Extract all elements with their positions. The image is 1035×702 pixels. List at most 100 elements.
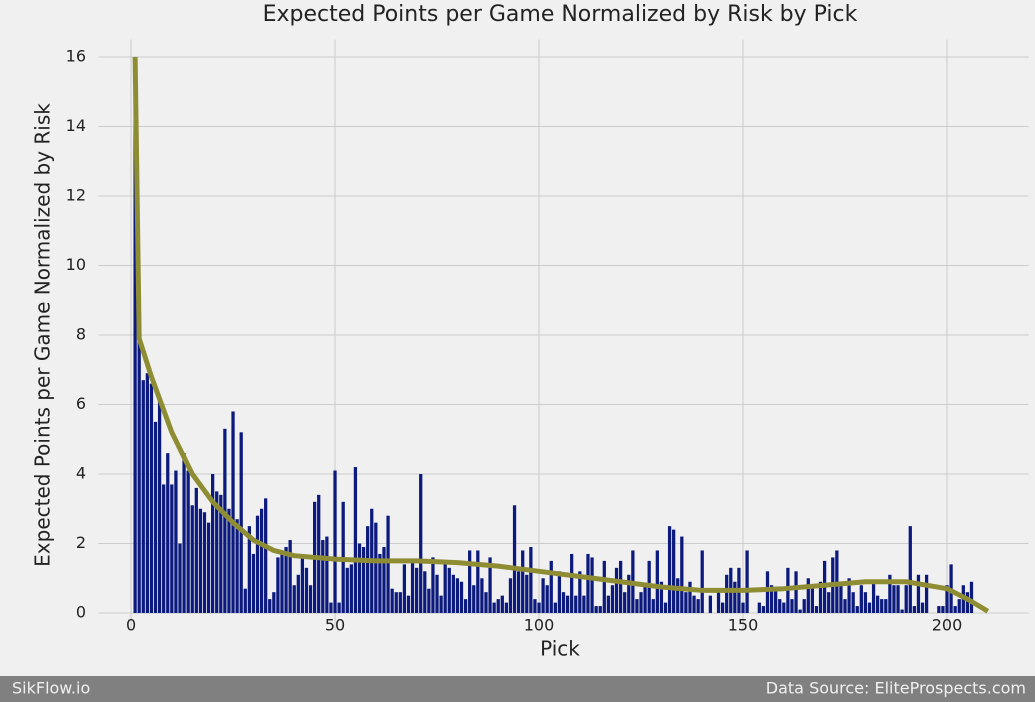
bar xyxy=(827,592,831,614)
bar xyxy=(818,581,823,614)
bar xyxy=(414,567,419,614)
bar xyxy=(149,383,154,614)
bar xyxy=(410,560,415,614)
bar xyxy=(321,540,325,614)
bar xyxy=(896,585,900,614)
bar xyxy=(337,602,341,614)
bar xyxy=(957,599,961,614)
bar xyxy=(725,574,729,614)
bar xyxy=(912,606,916,614)
bar xyxy=(774,588,778,614)
bar xyxy=(851,592,855,614)
bar xyxy=(268,599,272,614)
bar xyxy=(170,484,174,614)
bar xyxy=(349,564,353,614)
bar xyxy=(480,578,484,614)
bar xyxy=(916,574,921,614)
y-tick-label: 10 xyxy=(66,255,86,274)
marks xyxy=(132,56,990,614)
bar xyxy=(427,588,431,614)
footer-bar xyxy=(0,676,1035,702)
bar xyxy=(280,553,284,614)
bar xyxy=(500,595,504,614)
bar xyxy=(153,421,158,614)
bar xyxy=(386,515,390,614)
bar xyxy=(521,550,525,614)
bar xyxy=(892,585,896,614)
bar xyxy=(696,599,700,614)
bar xyxy=(488,557,492,614)
bar xyxy=(374,522,378,614)
bar xyxy=(643,585,647,614)
bar xyxy=(512,505,517,614)
bar xyxy=(529,546,533,614)
bar xyxy=(272,592,276,614)
bar xyxy=(761,606,766,614)
bar xyxy=(231,411,235,614)
bar xyxy=(276,557,280,614)
bar xyxy=(627,574,631,614)
bar xyxy=(382,546,386,614)
bar xyxy=(876,595,880,614)
bar xyxy=(778,599,782,614)
bar xyxy=(402,564,407,614)
bar xyxy=(769,585,774,614)
bar xyxy=(590,557,594,614)
y-tick-label: 2 xyxy=(76,533,86,552)
bar xyxy=(859,585,863,614)
bar xyxy=(439,595,443,614)
bar xyxy=(325,536,329,614)
y-tick-label: 0 xyxy=(76,603,86,622)
bar xyxy=(145,373,149,614)
bar xyxy=(614,567,619,614)
bar xyxy=(610,585,615,614)
bar xyxy=(357,543,362,614)
bar xyxy=(582,595,586,614)
bar xyxy=(908,526,912,614)
bar xyxy=(292,585,296,614)
bar xyxy=(537,602,541,614)
bar xyxy=(345,567,349,614)
bar xyxy=(300,557,305,614)
bar xyxy=(394,592,398,614)
bar xyxy=(765,571,770,614)
bar xyxy=(606,595,611,614)
bar xyxy=(166,453,170,614)
y-tick-label: 6 xyxy=(76,394,86,413)
bar xyxy=(651,599,655,614)
bar xyxy=(133,56,137,614)
bar xyxy=(594,606,598,614)
bar xyxy=(839,581,843,614)
trend-line xyxy=(132,56,990,614)
chart-title: Expected Points per Game Normalized by R… xyxy=(263,2,858,27)
bar xyxy=(561,592,566,614)
bar xyxy=(137,338,141,614)
bar xyxy=(211,474,215,614)
bar xyxy=(239,432,243,614)
bar xyxy=(484,592,488,614)
bar xyxy=(745,550,749,614)
bar xyxy=(243,588,247,614)
bar xyxy=(390,588,394,614)
bar xyxy=(684,592,688,614)
bar xyxy=(468,550,472,614)
bar xyxy=(794,571,798,614)
bar xyxy=(304,567,309,614)
bar xyxy=(264,498,268,614)
bar xyxy=(549,560,553,614)
bar xyxy=(259,508,264,614)
bar xyxy=(296,574,300,614)
bar xyxy=(806,578,810,614)
bar xyxy=(680,536,684,614)
bar xyxy=(157,401,162,614)
bar xyxy=(565,595,570,614)
bar xyxy=(516,571,521,614)
bar xyxy=(814,606,819,614)
bar xyxy=(937,606,941,614)
bar xyxy=(884,599,888,614)
bar xyxy=(969,581,974,614)
bar xyxy=(688,581,692,614)
bar xyxy=(802,599,806,614)
bar xyxy=(447,567,451,614)
bar xyxy=(378,553,382,614)
